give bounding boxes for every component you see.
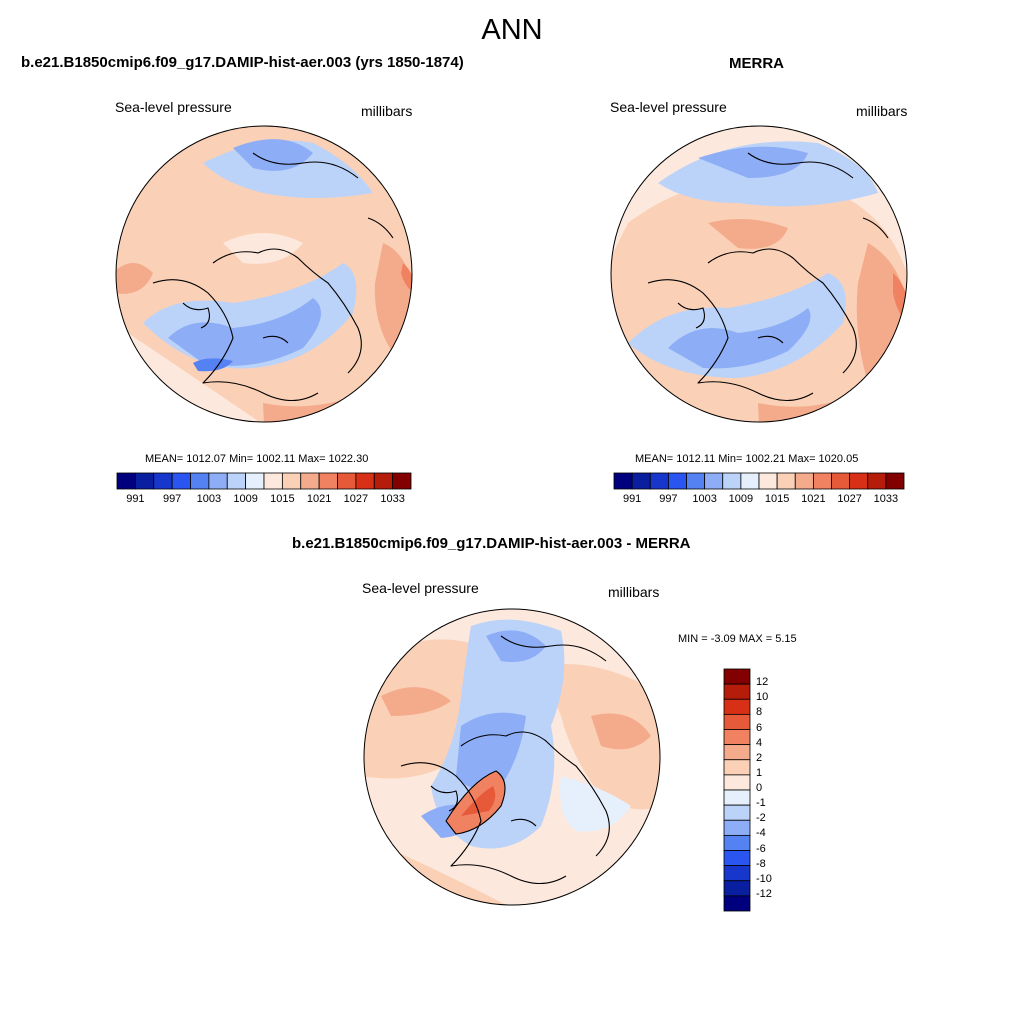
diff-colorbar-swatch [723, 819, 751, 836]
obs-colorbar-tick-label: 1003 [692, 493, 717, 505]
model-colorbar-tick-label: 1015 [270, 493, 295, 505]
obs-colorbar-swatch [613, 472, 633, 490]
diff-colorbar-swatch [723, 834, 751, 851]
diff-colorbar-tick-label: 2 [756, 751, 763, 764]
obs-colorbar-swatch [849, 472, 869, 490]
model-colorbar-swatch [153, 472, 173, 490]
obs-colorbar-swatch [686, 472, 706, 490]
diff-polar-map [363, 608, 661, 906]
diff-colorbar-swatch [723, 713, 751, 730]
obs-colorbar-tick-label: 1027 [837, 493, 862, 505]
model-colorbar-tick-label: 1033 [380, 493, 405, 505]
model-colorbar-swatch [116, 472, 136, 490]
diff-colorbar-tick-label: -10 [756, 872, 772, 885]
diff-colorbar-swatch [723, 683, 751, 700]
obs-colorbar-swatch [831, 472, 851, 490]
diff-colorbar-swatch [723, 895, 751, 912]
obs-colorbar-swatch [867, 472, 887, 490]
diff-colorbar-tick-label: -1 [756, 797, 766, 810]
model-colorbar-tick-label: 1009 [233, 493, 258, 505]
model-colorbar-tick-label: 997 [162, 493, 182, 505]
diff-units-label: millibars [608, 584, 660, 600]
obs-colorbar-swatch [667, 472, 687, 490]
obs-colorbar-swatch [649, 472, 669, 490]
obs-colorbar-tick-label: 1009 [728, 493, 754, 505]
obs-units-label: millibars [856, 103, 908, 119]
diff-colorbar-tick-label: -12 [756, 887, 772, 900]
obs-colorbar-swatch [740, 472, 760, 490]
diff-panel-title: b.e21.B1850cmip6.f09_g17.DAMIP-hist-aer.… [292, 535, 691, 552]
obs-colorbar-swatch [776, 472, 796, 490]
obs-colorbar-tick-label: 997 [659, 493, 678, 505]
model-colorbar-tick-label: 1021 [306, 493, 332, 505]
model-colorbar-swatch [190, 472, 210, 490]
figure-title: ANN [481, 14, 543, 46]
model-colorbar-tick-label: 1027 [343, 493, 369, 505]
diff-colorbar-tick-label: 12 [756, 676, 769, 689]
obs-colorbar-swatch [704, 472, 724, 490]
obs-colorbar-tick-label: 1021 [801, 493, 826, 505]
obs-colorbar-swatch [631, 472, 651, 490]
diff-colorbar-tick-label: 1 [756, 766, 763, 779]
model-stats: MEAN= 1012.07 Min= 1002.11 Max= 1022.30 [145, 453, 369, 465]
obs-variable-label: Sea-level pressure [610, 99, 727, 115]
model-colorbar-swatch [300, 472, 320, 490]
diff-colorbar-swatch [723, 698, 751, 715]
obs-colorbar [613, 472, 905, 490]
model-panel-title: b.e21.B1850cmip6.f09_g17.DAMIP-hist-aer.… [21, 54, 464, 71]
model-colorbar-swatch [337, 472, 357, 490]
diff-colorbar-swatch [723, 865, 751, 882]
diff-colorbar-tick-label: -4 [756, 827, 766, 840]
diff-colorbar-tick-label: 4 [756, 736, 763, 749]
diff-colorbar [723, 668, 751, 912]
model-colorbar-tick-label: 1003 [196, 493, 222, 505]
obs-colorbar-tick-label: 1033 [873, 493, 899, 505]
obs-colorbar-swatch [758, 472, 778, 490]
model-colorbar-swatch [373, 472, 394, 490]
diff-colorbar-swatch [723, 744, 751, 761]
model-units-label: millibars [361, 103, 413, 119]
diff-colorbar-tick-label: -2 [756, 812, 766, 825]
diff-colorbar-swatch [723, 850, 751, 867]
model-colorbar-swatch [355, 472, 375, 490]
model-colorbar-swatch [263, 472, 283, 490]
obs-colorbar-swatch [885, 472, 905, 490]
model-colorbar-swatch [208, 472, 228, 490]
diff-colorbar-tick-label: 10 [756, 691, 769, 704]
obs-colorbar-swatch [794, 472, 814, 490]
diff-colorbar-tick-label: -8 [756, 857, 766, 870]
obs-colorbar-swatch [812, 472, 832, 490]
model-colorbar [116, 472, 412, 490]
obs-panel-title: MERRA [729, 55, 784, 72]
diff-stats: MIN = -3.09 MAX = 5.15 [678, 633, 797, 645]
diff-colorbar-tick-label: -6 [756, 842, 766, 855]
model-variable-label: Sea-level pressure [115, 99, 232, 115]
obs-colorbar-tick-label: 991 [622, 493, 642, 505]
model-polar-map [115, 125, 413, 423]
diff-colorbar-swatch [723, 729, 751, 746]
diff-colorbar-tick-label: 0 [756, 782, 763, 794]
model-colorbar-tick-label: 991 [126, 493, 145, 505]
model-colorbar-swatch [245, 472, 265, 490]
diff-colorbar-swatch [723, 774, 751, 791]
diff-colorbar-swatch [723, 804, 751, 821]
model-colorbar-swatch [392, 472, 412, 490]
diff-variable-label: Sea-level pressure [362, 580, 479, 596]
obs-stats: MEAN= 1012.11 Min= 1002.21 Max= 1020.05 [635, 453, 859, 465]
model-colorbar-swatch [318, 472, 338, 490]
diff-colorbar-swatch [723, 789, 751, 806]
diff-colorbar-tick-label: 8 [756, 706, 763, 719]
diff-colorbar-swatch [723, 880, 751, 897]
model-colorbar-swatch [281, 472, 302, 490]
obs-polar-map [610, 125, 908, 423]
model-colorbar-swatch [134, 472, 155, 490]
model-colorbar-swatch [171, 472, 191, 490]
obs-colorbar-swatch [722, 472, 742, 490]
diff-colorbar-tick-label: 6 [756, 721, 763, 734]
obs-colorbar-tick-label: 1015 [764, 493, 790, 505]
diff-colorbar-swatch [723, 668, 751, 685]
diff-colorbar-swatch [723, 759, 751, 776]
model-colorbar-swatch [226, 472, 247, 490]
